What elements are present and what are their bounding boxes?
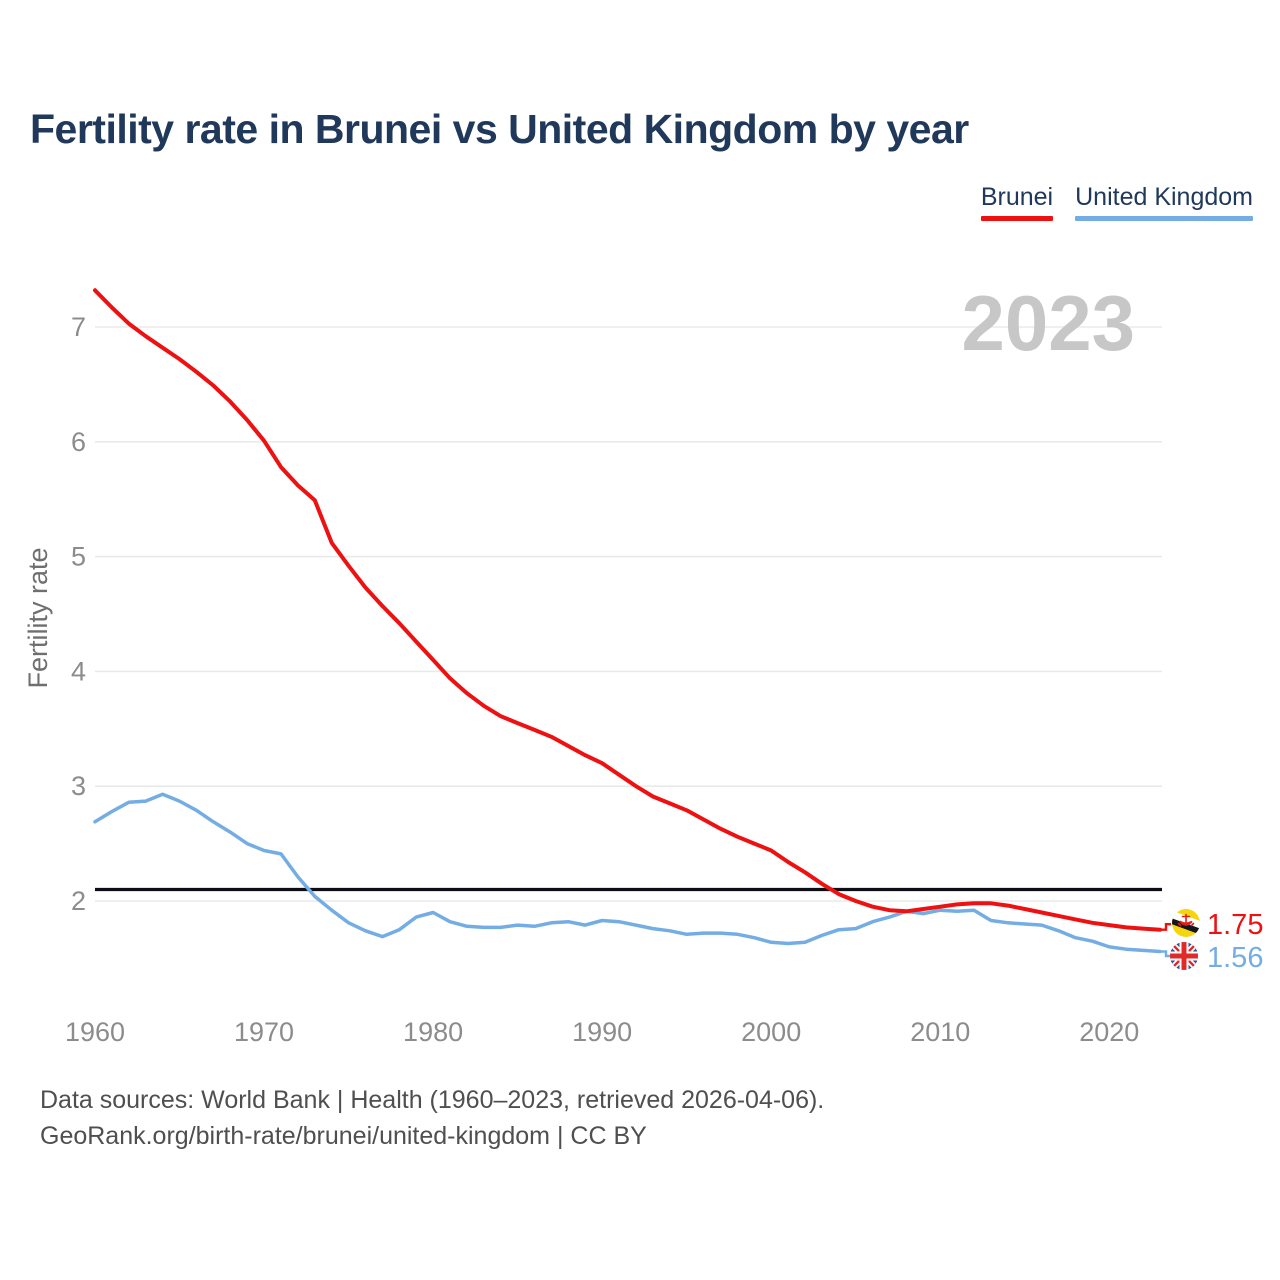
watermark-year: 2023 bbox=[961, 279, 1135, 367]
legend-item-brunei[interactable]: Brunei bbox=[980, 183, 1054, 221]
brunei-flag-icon bbox=[1172, 909, 1200, 937]
legend-label-united-kingdom: United Kingdom bbox=[1075, 183, 1253, 211]
x-tick-label-2020: 2020 bbox=[1079, 1017, 1139, 1047]
y-tick-label-3: 3 bbox=[71, 771, 86, 801]
uk-label-connector bbox=[1160, 950, 1170, 958]
series-line-united-kingdom bbox=[93, 792, 1162, 954]
x-tick-label-1980: 1980 bbox=[403, 1017, 463, 1047]
legend-item-united-kingdom[interactable]: United Kingdom bbox=[1075, 183, 1253, 221]
legend: Brunei United Kingdom bbox=[980, 183, 1253, 221]
x-tick-label-1970: 1970 bbox=[234, 1017, 294, 1047]
y-tick-label-2: 2 bbox=[71, 886, 86, 916]
y-axis-label: Fertility rate bbox=[23, 547, 53, 688]
page-title: Fertility rate in Brunei vs United Kingd… bbox=[30, 106, 969, 152]
legend-swatch-united-kingdom bbox=[1075, 215, 1253, 221]
data-source-note: Data sources: World Bank | Health (1960–… bbox=[40, 1086, 825, 1114]
brunei-end-value: 1.75 bbox=[1207, 909, 1264, 941]
uk-flag-icon bbox=[1170, 942, 1198, 970]
y-tick-label-7: 7 bbox=[71, 312, 86, 342]
brunei-label-connector bbox=[1160, 923, 1171, 931]
y-tick-label-5: 5 bbox=[71, 542, 86, 572]
legend-swatch-brunei bbox=[980, 215, 1054, 221]
y-tick-label-4: 4 bbox=[71, 656, 86, 686]
x-tick-label-1990: 1990 bbox=[572, 1017, 632, 1047]
uk-end-value: 1.56 bbox=[1207, 942, 1264, 974]
y-tick-label-6: 6 bbox=[71, 427, 86, 457]
legend-label-brunei: Brunei bbox=[980, 183, 1054, 211]
attribution-note: GeoRank.org/birth-rate/brunei/united-kin… bbox=[40, 1122, 647, 1150]
x-tick-label-2000: 2000 bbox=[741, 1017, 801, 1047]
x-tick-label-2010: 2010 bbox=[910, 1017, 970, 1047]
series-line-brunei bbox=[93, 288, 1162, 932]
x-tick-label-1960: 1960 bbox=[65, 1017, 125, 1047]
